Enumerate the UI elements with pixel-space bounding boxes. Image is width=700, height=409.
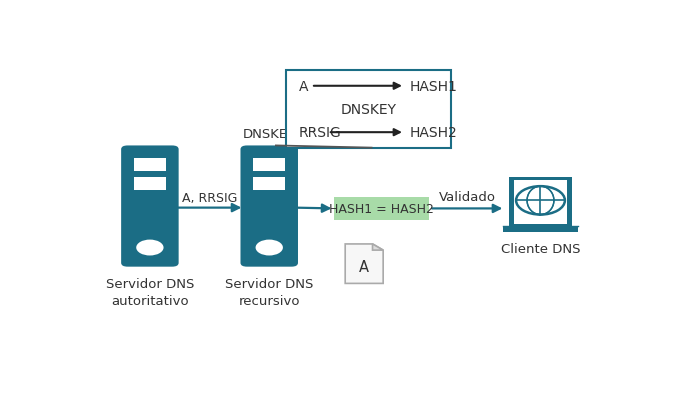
Text: A, RRSIG: A, RRSIG <box>182 192 237 205</box>
Text: Servidor DNS
autoritativo: Servidor DNS autoritativo <box>106 277 194 307</box>
Text: DNSKEY: DNSKEY <box>340 103 396 117</box>
Circle shape <box>516 187 565 215</box>
Text: RRSIG: RRSIG <box>299 126 342 140</box>
FancyBboxPatch shape <box>335 197 429 221</box>
FancyBboxPatch shape <box>121 146 178 267</box>
Polygon shape <box>372 244 383 250</box>
Text: A: A <box>299 80 309 94</box>
Polygon shape <box>345 244 383 284</box>
FancyBboxPatch shape <box>286 71 451 148</box>
FancyBboxPatch shape <box>510 178 572 227</box>
FancyBboxPatch shape <box>253 178 286 191</box>
FancyBboxPatch shape <box>134 178 166 191</box>
FancyBboxPatch shape <box>503 227 578 233</box>
FancyBboxPatch shape <box>514 181 567 224</box>
Text: HASH1: HASH1 <box>410 80 457 94</box>
Text: HASH1 = HASH2: HASH1 = HASH2 <box>330 202 434 216</box>
Circle shape <box>256 240 283 256</box>
Text: A: A <box>359 260 369 275</box>
Text: HASH2: HASH2 <box>410 126 457 140</box>
Text: DNSKEY: DNSKEY <box>243 128 296 140</box>
Text: Servidor DNS
recursivo: Servidor DNS recursivo <box>225 277 314 307</box>
Circle shape <box>136 240 164 256</box>
Text: Cliente DNS: Cliente DNS <box>500 242 580 255</box>
FancyBboxPatch shape <box>253 159 286 172</box>
FancyBboxPatch shape <box>241 146 298 267</box>
Text: Validado: Validado <box>439 190 496 203</box>
FancyBboxPatch shape <box>134 159 166 172</box>
